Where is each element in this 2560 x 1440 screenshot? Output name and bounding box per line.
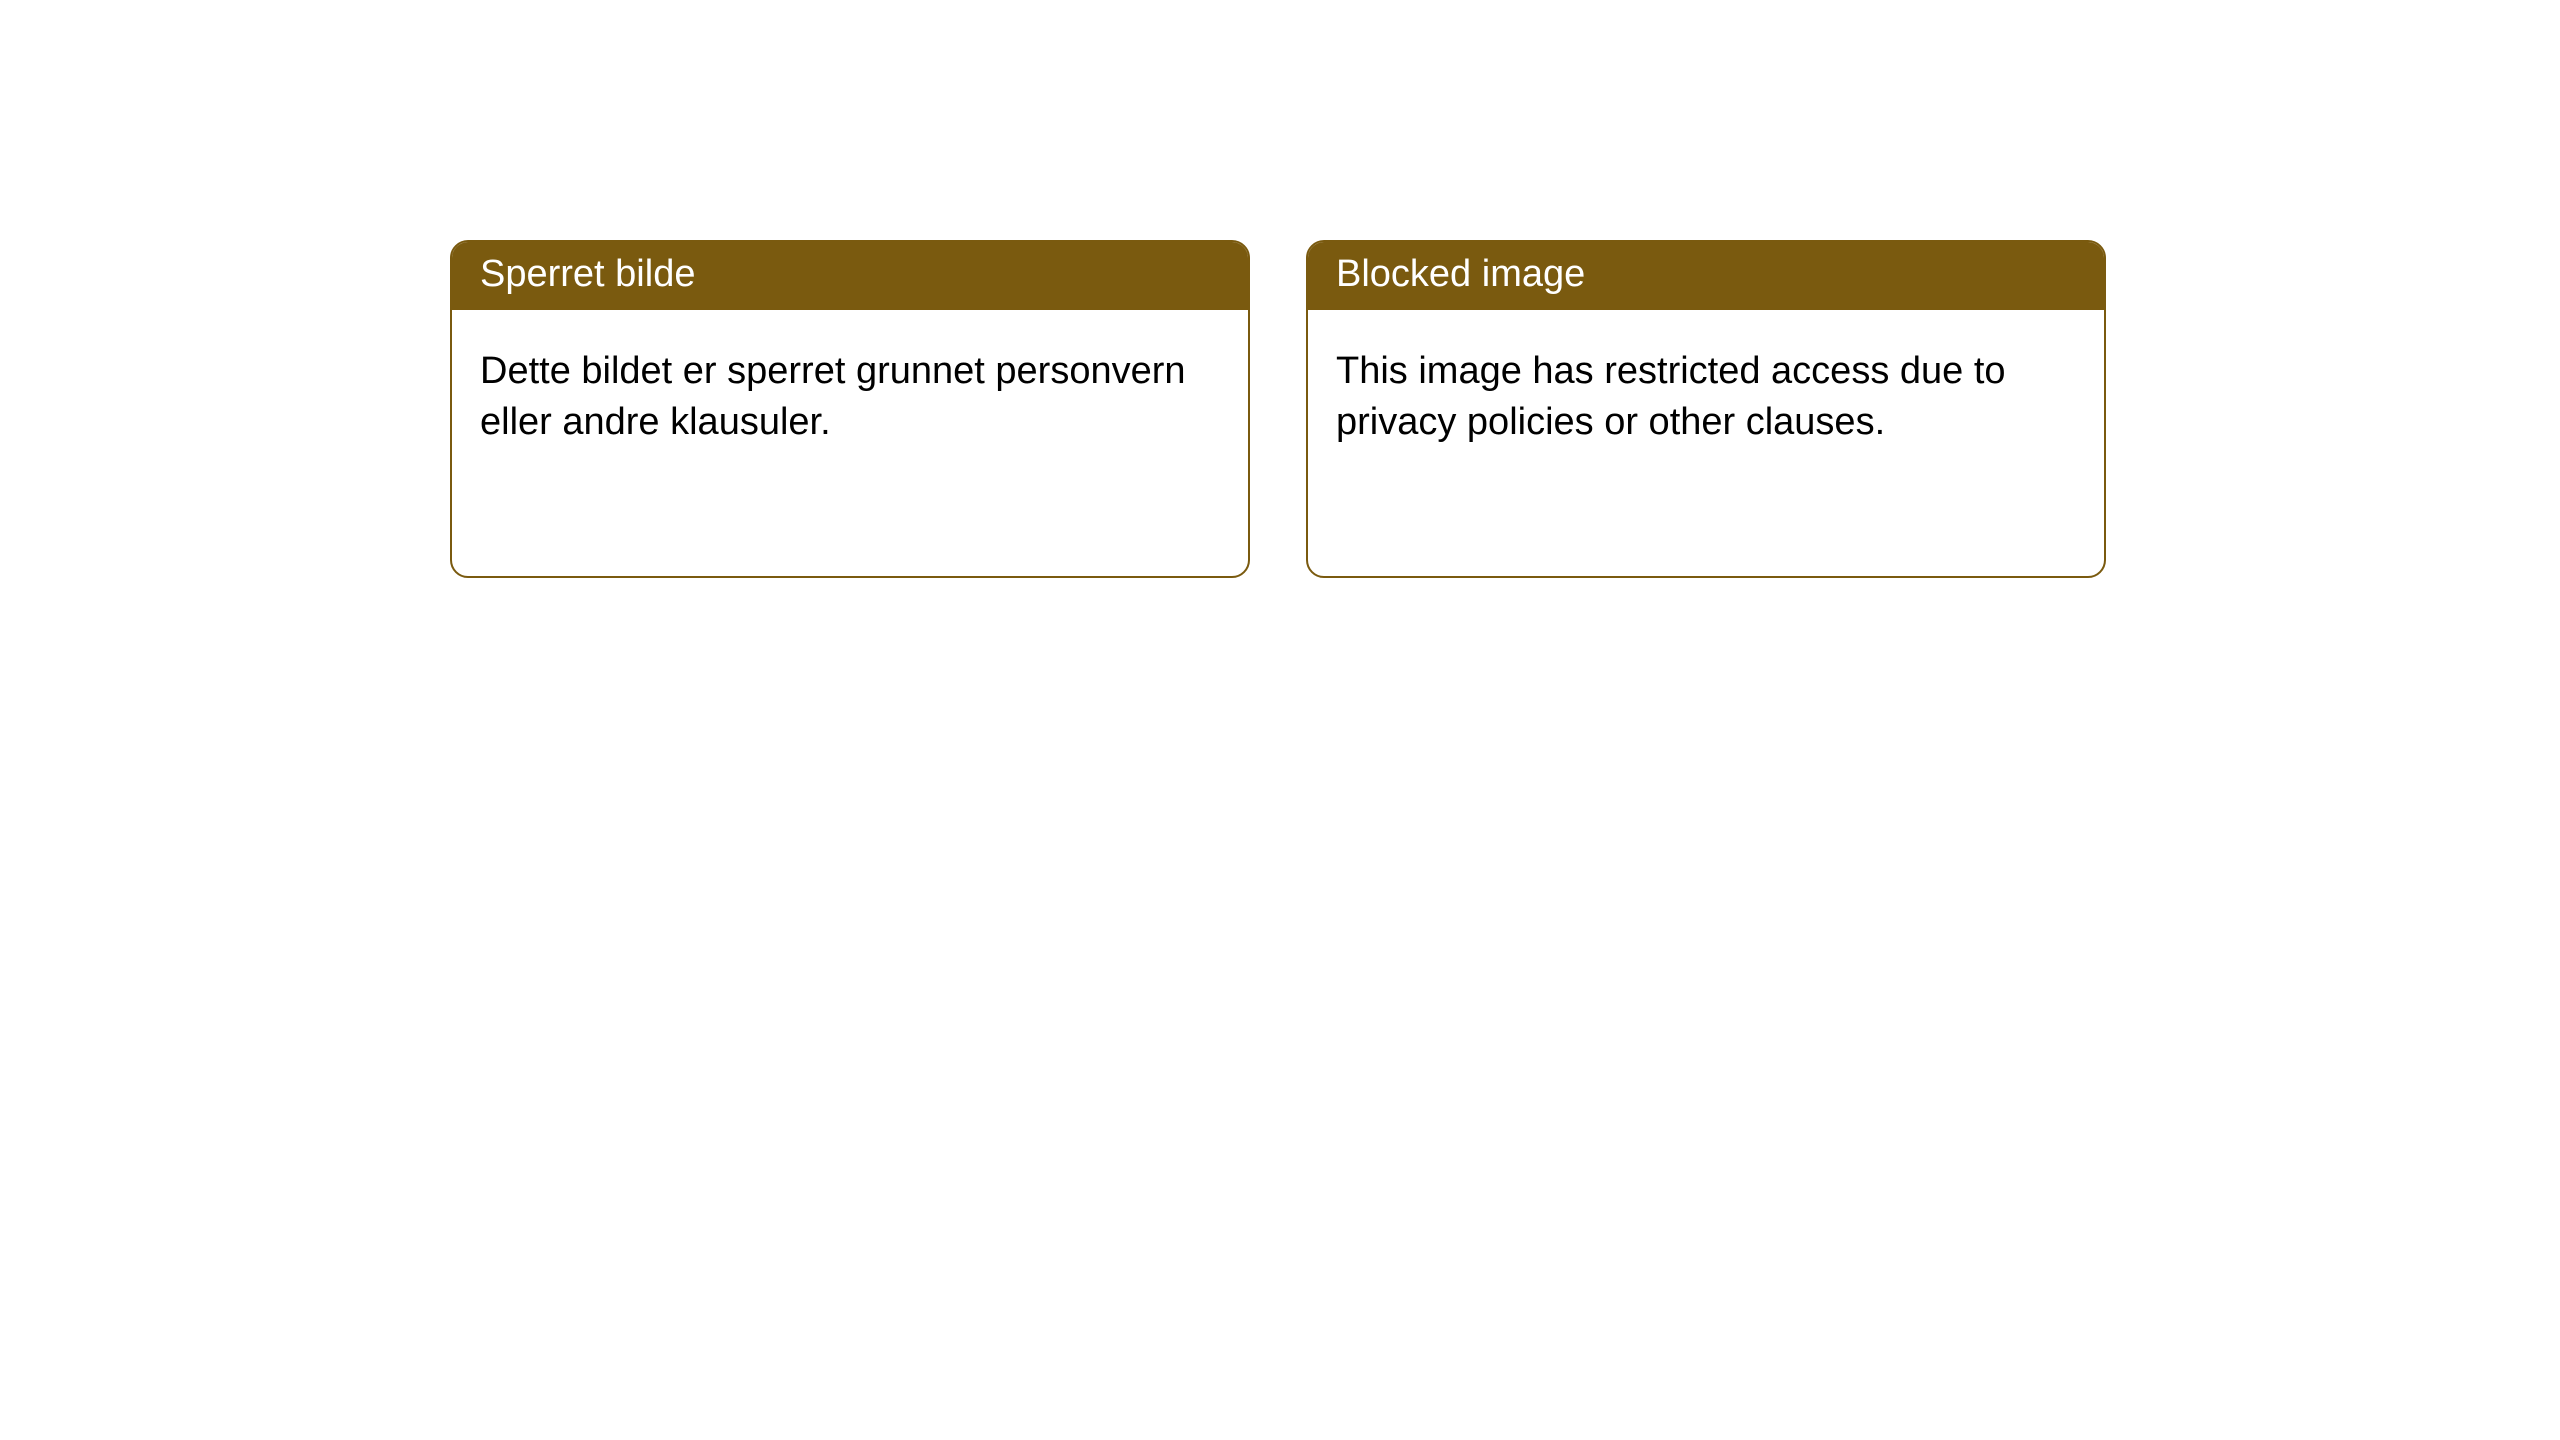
card-title: Sperret bilde bbox=[480, 253, 695, 295]
notice-card-english: Blocked image This image has restricted … bbox=[1306, 240, 2106, 578]
card-header: Sperret bilde bbox=[452, 242, 1248, 310]
card-body-text: This image has restricted access due to … bbox=[1336, 350, 2006, 443]
notice-cards-container: Sperret bilde Dette bildet er sperret gr… bbox=[0, 0, 2560, 578]
card-body: Dette bildet er sperret grunnet personve… bbox=[452, 310, 1248, 477]
notice-card-norwegian: Sperret bilde Dette bildet er sperret gr… bbox=[450, 240, 1250, 578]
card-body: This image has restricted access due to … bbox=[1308, 310, 2104, 477]
card-title: Blocked image bbox=[1336, 253, 1585, 295]
card-header: Blocked image bbox=[1308, 242, 2104, 310]
card-body-text: Dette bildet er sperret grunnet personve… bbox=[480, 350, 1186, 443]
